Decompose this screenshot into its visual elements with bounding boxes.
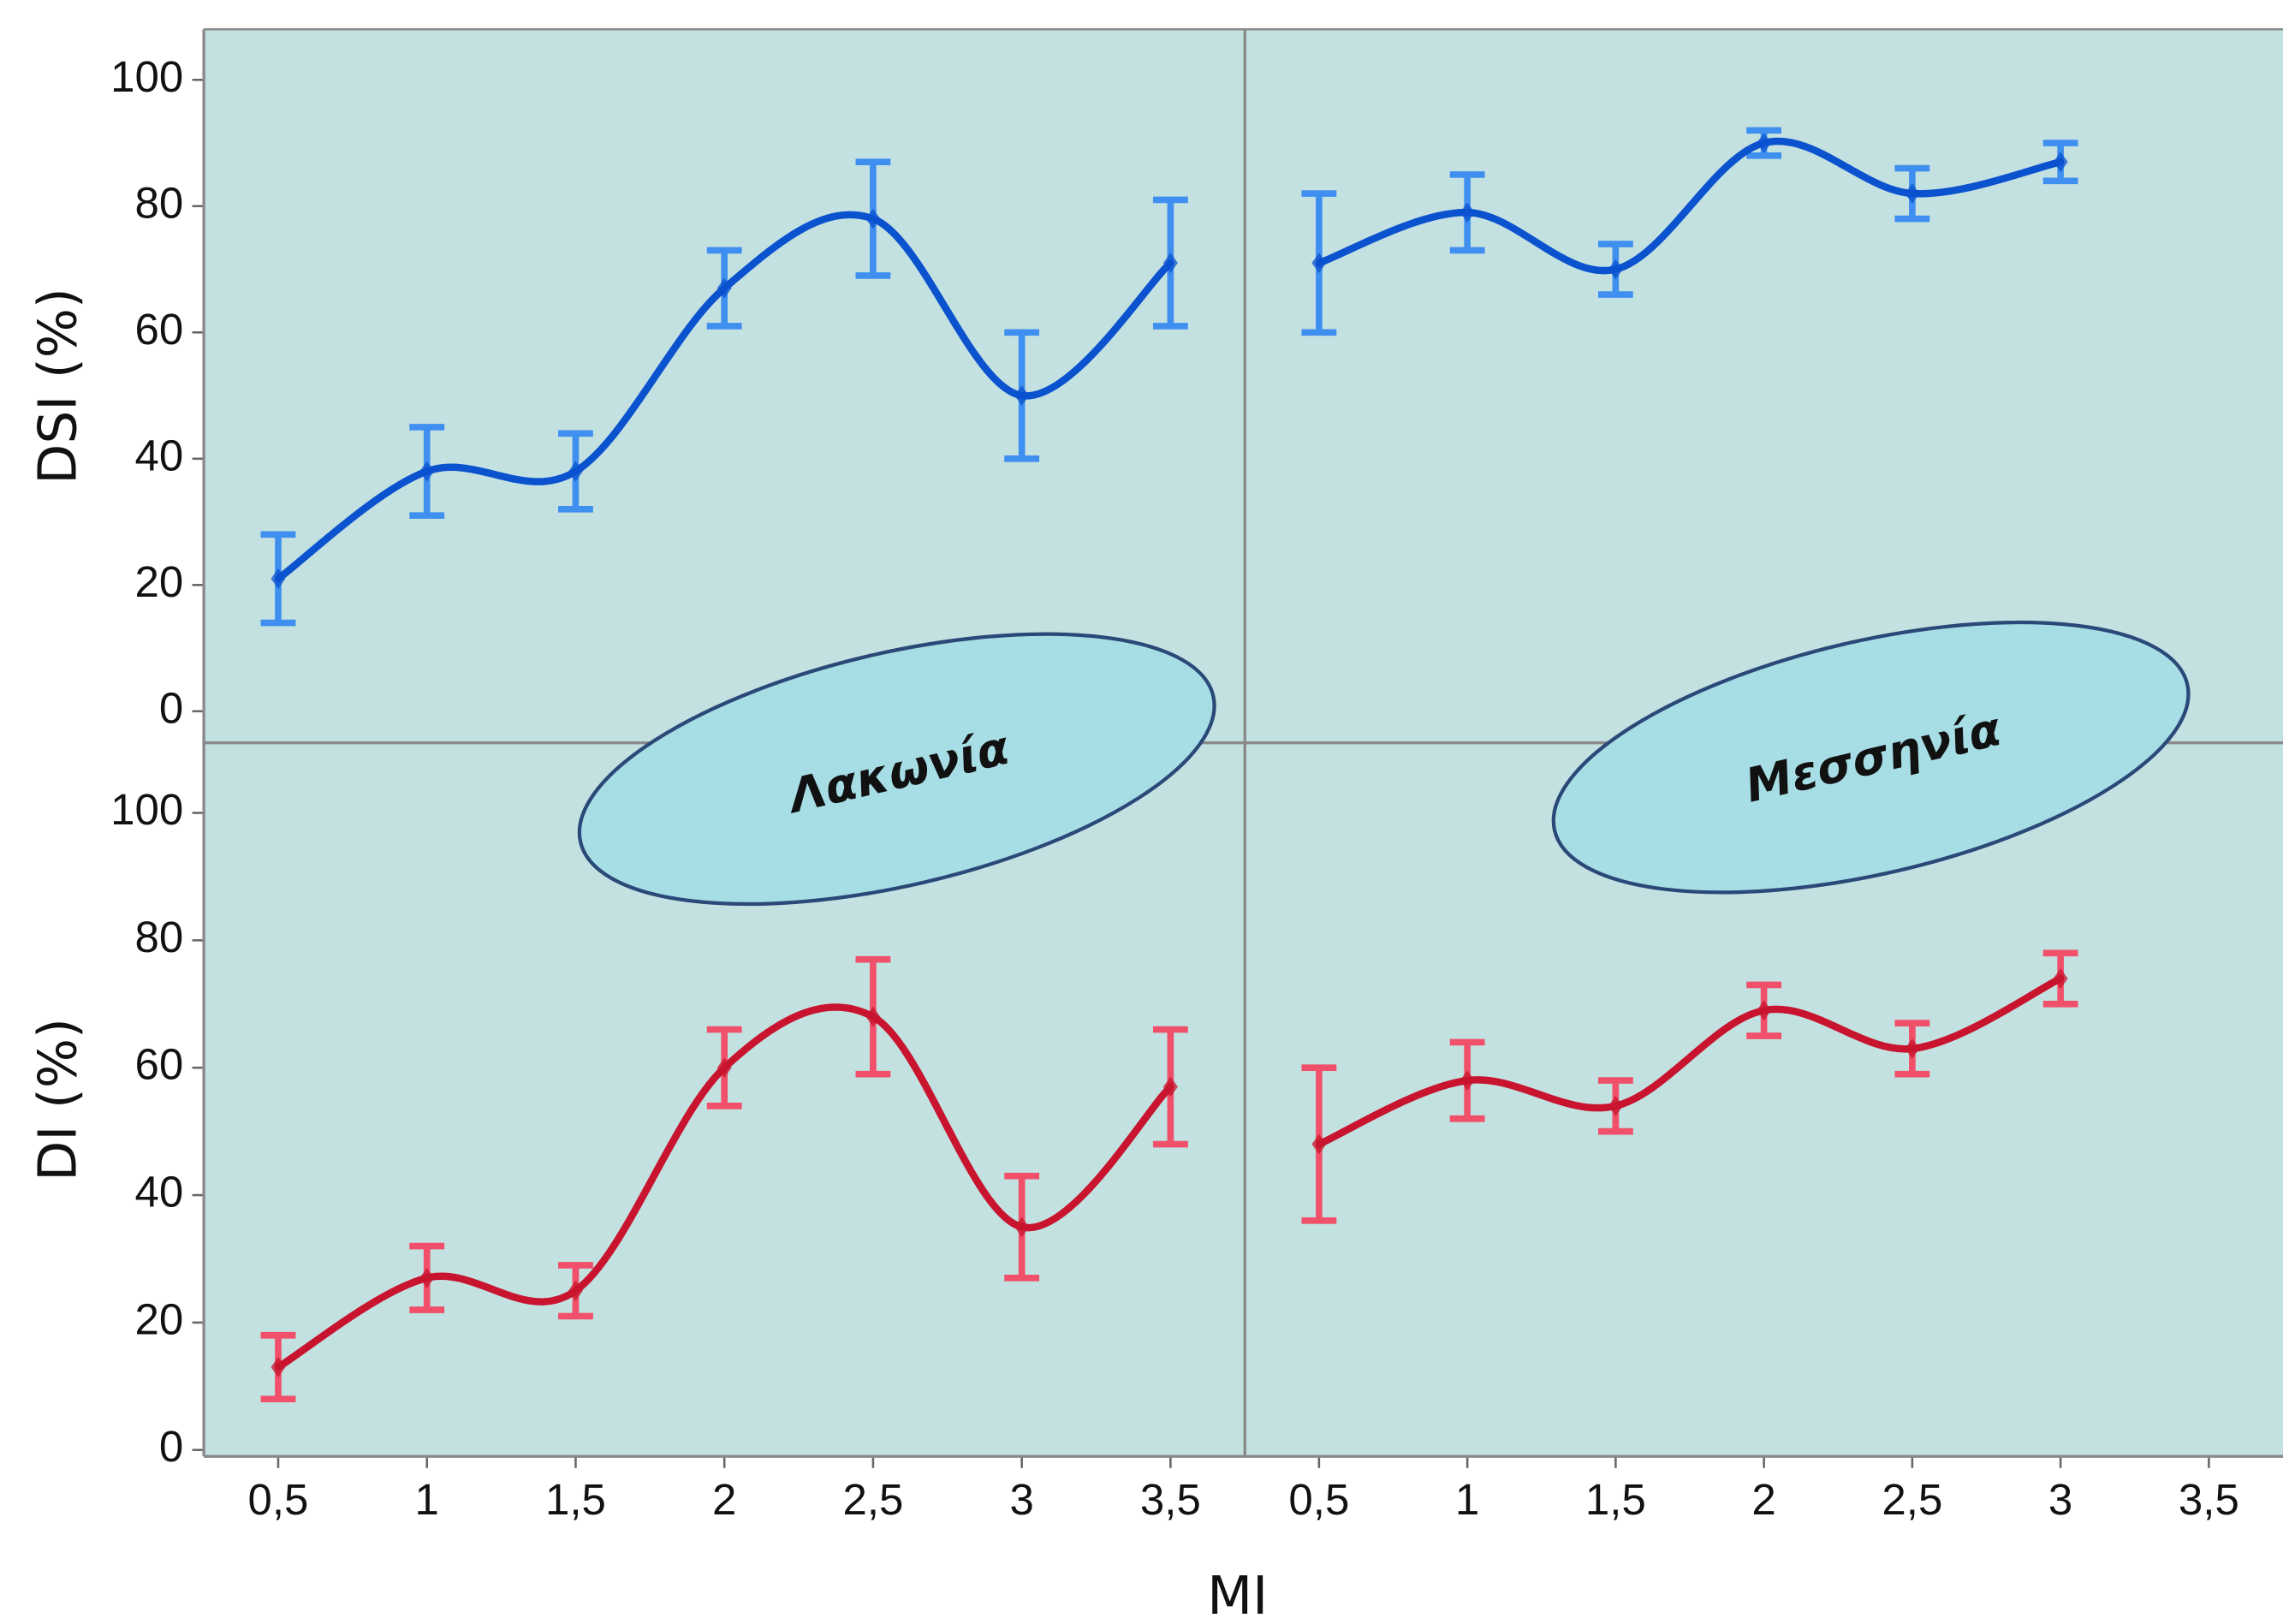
point-marker	[865, 1006, 881, 1027]
x-tick-label: 2	[712, 1475, 736, 1524]
y-tick-label: 40	[135, 1168, 184, 1217]
point-marker	[1608, 259, 1623, 280]
x-tick-label: 2,5	[842, 1475, 903, 1524]
point-marker	[1014, 385, 1030, 406]
series-line	[1315, 137, 2065, 275]
y-tick-label: 40	[135, 431, 184, 479]
point-marker	[716, 277, 732, 299]
x-tick-label: 1	[1455, 1475, 1479, 1524]
y-tick-label: 0	[159, 683, 183, 732]
series-line	[1315, 974, 2065, 1148]
y-tick-label: 100	[110, 785, 183, 834]
y-axis-title: DSI (%)	[27, 288, 88, 484]
point-marker	[568, 1280, 583, 1301]
x-tick-label: 2,5	[1882, 1475, 1942, 1524]
region-ellipse	[1551, 620, 2191, 895]
point-marker	[716, 1057, 732, 1079]
point-marker	[1608, 1095, 1623, 1116]
x-axis-title: MI	[1207, 1566, 1268, 1624]
x-tick-label: 3	[2048, 1475, 2072, 1524]
point-marker	[419, 1267, 435, 1288]
x-tick-label: 2	[1751, 1475, 1775, 1524]
x-tick-label: 3,5	[2179, 1475, 2239, 1524]
x-tick-label: 3	[1009, 1475, 1033, 1524]
point-marker	[1905, 1038, 1920, 1059]
y-tick-label: 60	[135, 305, 184, 354]
overlay: MI Λακωνία Μεσσηνία	[577, 620, 2191, 1624]
x-tick-label: 3,5	[1140, 1475, 1201, 1524]
y-tick-label: 80	[135, 913, 184, 961]
x-tick-label: 0,5	[248, 1475, 309, 1524]
point-marker	[419, 461, 435, 482]
region-ellipse	[577, 632, 1216, 907]
y-axis-title: DI (%)	[27, 1018, 88, 1181]
y-tick-label: 80	[135, 178, 184, 227]
y-tick-label: 0	[159, 1422, 183, 1471]
point-marker	[1905, 183, 1920, 204]
x-tick-label: 1,5	[545, 1475, 606, 1524]
x-tick-label: 1	[415, 1475, 439, 1524]
plot-area	[204, 29, 1246, 743]
point-marker	[271, 1357, 286, 1377]
y-tick-label: 100	[110, 52, 183, 101]
point-marker	[865, 208, 881, 229]
point-marker	[1014, 1217, 1030, 1238]
y-tick-label: 20	[135, 1294, 184, 1343]
y-tick-label: 60	[135, 1040, 184, 1089]
y-tick-label: 20	[135, 557, 184, 606]
x-tick-label: 1,5	[1585, 1475, 1646, 1524]
x-tick-label: 0,5	[1288, 1475, 1349, 1524]
